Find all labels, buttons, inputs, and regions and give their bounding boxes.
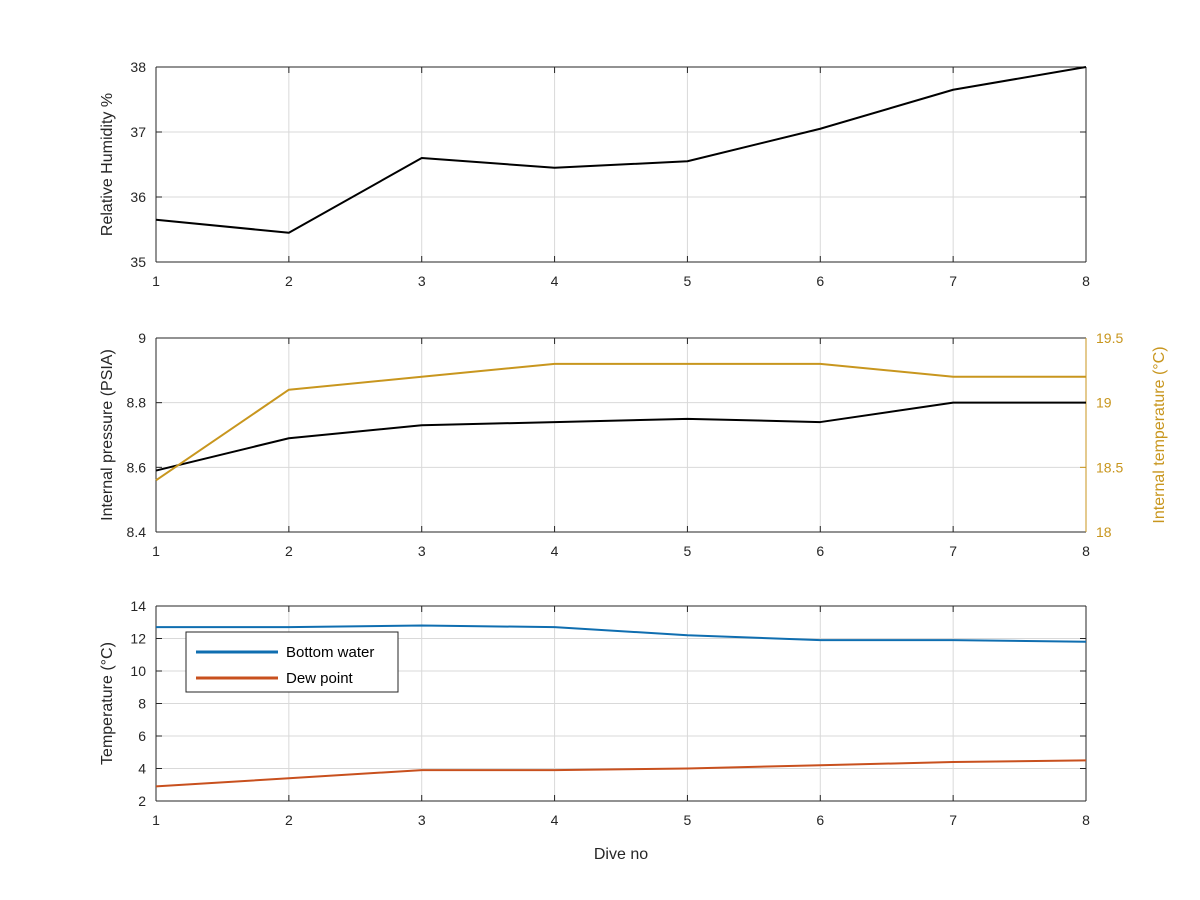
y-right-tick-label: 18 [1096,524,1112,540]
y-axis-label: Internal pressure (PSIA) [99,349,116,521]
series-line-primary [155,401,1086,472]
y-tick-label: 2 [138,793,146,809]
x-tick-label: 4 [551,543,559,559]
y-tick-label: 10 [130,663,146,679]
y-tick-label: 12 [130,631,146,647]
y-tick-label: 8.8 [127,395,147,411]
x-axis-label: Dive no [594,846,648,863]
y-right-tick-label: 19 [1096,395,1112,411]
y-tick-label: 8.6 [127,459,147,475]
x-tick-label: 5 [684,273,692,289]
x-tick-label: 7 [949,543,957,559]
x-tick-label: 4 [551,273,559,289]
y-right-tick-label: 19.5 [1096,330,1123,346]
x-tick-label: 2 [285,812,293,828]
x-tick-label: 3 [418,543,426,559]
legend-label: Dew point [286,670,354,687]
x-tick-label: 7 [949,812,957,828]
x-tick-label: 8 [1082,543,1090,559]
legend: Bottom water Dew point [185,631,399,693]
y-tick-label: 36 [130,189,146,205]
series-line-bottom-water [156,624,1087,643]
series-line-primary [155,66,1087,234]
y-tick-label: 4 [138,761,146,777]
x-tick-label: 1 [152,543,160,559]
x-tick-label: 8 [1082,273,1090,289]
y-tick-label: 37 [130,124,146,140]
x-tick-label: 6 [816,273,824,289]
series-line-internal-temperature [155,362,1086,482]
legend-label: Bottom water [286,644,374,661]
y-tick-label: 8.4 [127,524,147,540]
y-tick-label: 38 [130,59,146,75]
x-tick-label: 1 [152,812,160,828]
y-tick-label: 14 [130,598,146,614]
plot-area [156,338,1086,532]
y-right-tick-label: 18.5 [1096,459,1123,475]
subplot-2: 1 2 3 4 5 6 7 8 8.4 8.6 8.8 9 18 18.5 19 19.5 Internal p… [99,330,1168,559]
x-tick-label: 8 [1082,812,1090,828]
x-tick-label: 7 [949,273,957,289]
x-tick-label: 1 [152,273,160,289]
y-axis-label: Temperature (°C) [99,642,116,765]
x-tick-label: 3 [418,812,426,828]
legend-box [185,631,399,693]
y-tick-label: 6 [138,728,146,744]
subplot-1: 1 2 3 4 5 6 7 8 35 36 37 38 Relative Humidity % [99,59,1090,289]
x-tick-label: 4 [551,812,559,828]
y-axis-label: Relative Humidity % [99,93,116,236]
x-tick-label: 3 [418,273,426,289]
y-tick-label: 9 [138,330,146,346]
x-tick-label: 6 [816,543,824,559]
series-line-dew-point [155,759,1087,788]
x-tick-label: 5 [684,812,692,828]
y-axis-label-right: Internal temperature (°C) [1151,346,1168,523]
x-tick-label: 2 [285,543,293,559]
y-tick-label: 35 [130,254,146,270]
x-tick-label: 2 [285,273,293,289]
x-tick-label: 6 [816,812,824,828]
x-tick-label: 5 [684,543,692,559]
y-tick-label: 8 [138,696,146,712]
